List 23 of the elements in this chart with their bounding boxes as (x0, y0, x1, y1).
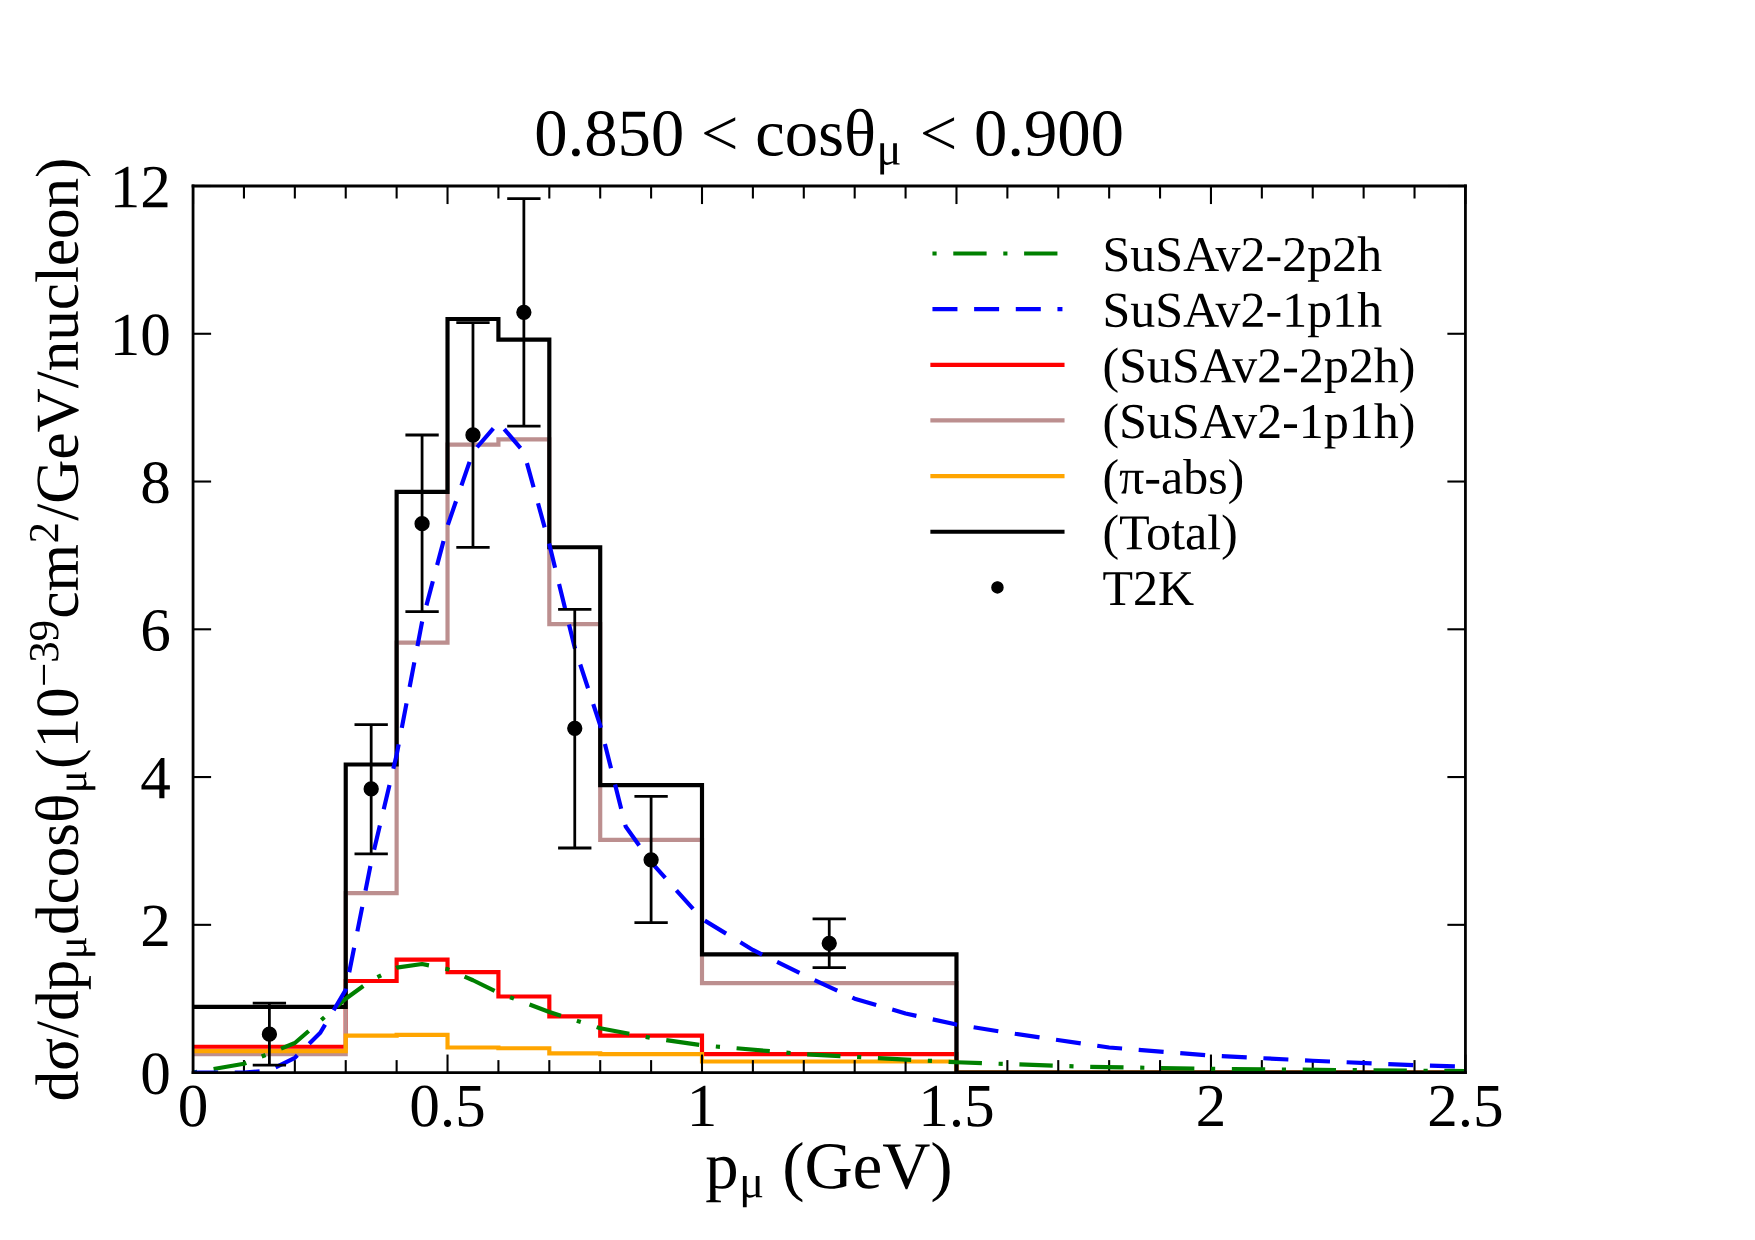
x-tick-label: 0.5 (411, 1085, 484, 1127)
y-tick-label: 6 (142, 610, 169, 652)
text: dσ/dp$_{μ}$dcosθ$_{μ}$(10$^{−39}$cm$^{2}$/GeV/nucleon) (29, 160, 96, 1100)
y-tick-label: 4 (141, 758, 170, 799)
y-tick-label: 2 (142, 905, 168, 947)
x-tick-label: 1.5 (923, 1085, 993, 1127)
x-tick-label: 2.5 (1429, 1085, 1502, 1127)
y-tick-label: 10 (115, 314, 169, 356)
legend-label: SuSAv2-1p1h (1105, 291, 1382, 338)
legend-label: SuSAv2-2p2h (1105, 236, 1382, 282)
x-tick-label: 2 (1198, 1085, 1223, 1127)
y-tick-label: 12 (115, 166, 168, 208)
legend-label: (SuSAv2-2p2h) (1104, 347, 1414, 393)
legend-label: (Total) (1104, 514, 1236, 560)
x-axis-title: p$_{μ}$ (GeV) (706, 1141, 950, 1208)
chart-title: 0.850 < cosθ$_{μ}$ < 0.900 (536, 108, 1122, 175)
legend-label: (π-abs) (1104, 458, 1243, 505)
legend-label: T2K (1103, 571, 1194, 605)
x-tick-label: 0 (180, 1085, 206, 1127)
y-tick-label: 8 (142, 462, 169, 504)
legend-label: (SuSAv2-1p1h) (1104, 403, 1414, 449)
y-tick-label: 0 (142, 1053, 169, 1095)
x-tick-label: 1 (692, 1085, 714, 1127)
